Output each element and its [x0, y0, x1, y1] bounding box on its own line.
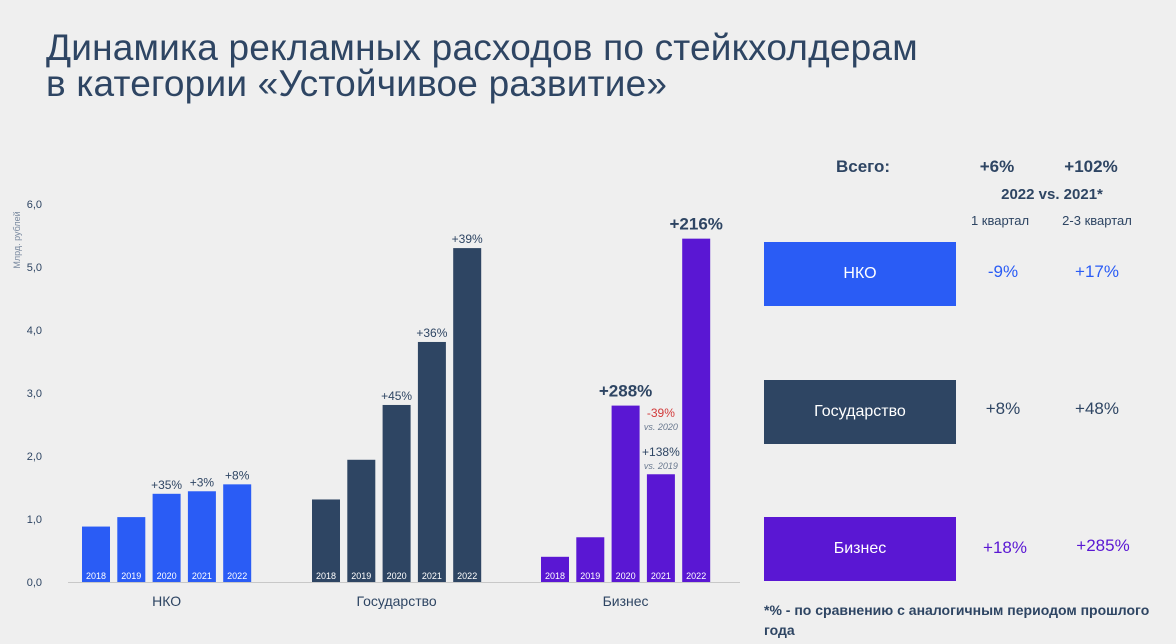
- bar-year-label: 2022: [227, 571, 247, 581]
- data-label: +39%: [452, 232, 483, 246]
- total-q1: +6%: [979, 157, 1015, 176]
- bar: [347, 459, 376, 582]
- row-nko-q1: -9%: [987, 262, 1019, 281]
- data-label: +45%: [381, 389, 412, 403]
- y-tick-label: 3,0: [27, 388, 42, 400]
- bar-year-label: 2022: [457, 571, 477, 581]
- bar-year-label: 2021: [651, 571, 671, 581]
- bar: [453, 248, 482, 582]
- x-category-label: НКО: [152, 593, 181, 609]
- page-title: Динамика рекламных расходов по стейкхолд…: [46, 27, 1046, 104]
- y-tick-label: 4,0: [27, 325, 42, 337]
- title-line-1: Динамика рекламных расходов по стейкхолд…: [46, 27, 918, 68]
- data-label: +8%: [225, 468, 250, 482]
- bar: [682, 238, 711, 582]
- total-label: Всего:: [836, 157, 891, 176]
- row-nko-label: НКО: [764, 242, 956, 306]
- footnote: *% - по сравнению с аналогичным периодом…: [764, 602, 1150, 638]
- row-biz-q1: +18%: [983, 538, 1027, 557]
- row-biz-label: Бизнес: [764, 517, 956, 581]
- bar: [611, 405, 640, 582]
- bar-year-label: 2018: [86, 571, 106, 581]
- row-gov-label: Государство: [764, 380, 956, 444]
- bar-year-label: 2021: [422, 571, 442, 581]
- bar: [187, 491, 216, 582]
- compare-label: 2022 vs. 2021*: [1001, 186, 1103, 203]
- row-nko-q23: +17%: [1075, 262, 1119, 281]
- y-tick-label: 2,0: [27, 451, 42, 463]
- total-q23: +102%: [1064, 157, 1118, 176]
- bar-year-label: 2019: [121, 571, 141, 581]
- y-tick-label: 1,0: [27, 514, 42, 526]
- bar-year-label: 2020: [616, 571, 636, 581]
- x-category-label: Государство: [357, 593, 437, 609]
- data-label: +36%: [416, 326, 447, 340]
- bar-year-label: 2019: [580, 571, 600, 581]
- y-tick-label: 0,0: [27, 577, 42, 589]
- data-label: +216%: [669, 215, 722, 234]
- bar-year-label: 2018: [545, 571, 565, 581]
- data-label: +3%: [190, 475, 215, 489]
- bar-chart: Млрд. рублей 0,0 1,0 2,0 3,0 4,0 5,0 6,0 2018 201…: [12, 199, 740, 609]
- row-gov-q1: +8%: [985, 399, 1021, 418]
- bar-year-label: 2018: [316, 571, 336, 581]
- row-biz-q23: +285%: [1076, 536, 1130, 555]
- data-label: +288%: [599, 382, 652, 401]
- bar-year-label: 2020: [157, 571, 177, 581]
- bar-year-label: 2020: [387, 571, 407, 581]
- bar: [312, 499, 340, 582]
- bar: [417, 341, 446, 582]
- bar: [382, 404, 411, 582]
- annotation-sub: vs. 2019: [644, 461, 678, 471]
- bar: [646, 474, 675, 582]
- row-gov-q23: +48%: [1075, 399, 1119, 418]
- bar-year-label: 2019: [351, 571, 371, 581]
- annotation-value: +138%: [642, 445, 680, 459]
- bar: [576, 537, 605, 582]
- bar: [223, 484, 252, 582]
- col-q23-header: 2-3 квартал: [1062, 213, 1132, 228]
- bar: [152, 493, 181, 582]
- y-tick-label: 6,0: [27, 199, 42, 211]
- y-tick-label: 5,0: [27, 262, 42, 274]
- bar-year-label: 2022: [686, 571, 706, 581]
- x-category-label: Бизнес: [603, 593, 649, 609]
- annotation-value: -39%: [647, 406, 675, 420]
- col-q1-header: 1 квартал: [970, 213, 1030, 228]
- bar: [82, 526, 110, 582]
- bar-year-label: 2021: [192, 571, 212, 581]
- bar: [117, 517, 146, 582]
- annotation-sub: vs. 2020: [644, 422, 678, 432]
- data-label: +35%: [151, 478, 182, 492]
- title-line-2: в категории «Устойчивое развитие»: [46, 63, 668, 104]
- y-axis-label: Млрд. рублей: [12, 211, 22, 268]
- bar: [541, 556, 569, 582]
